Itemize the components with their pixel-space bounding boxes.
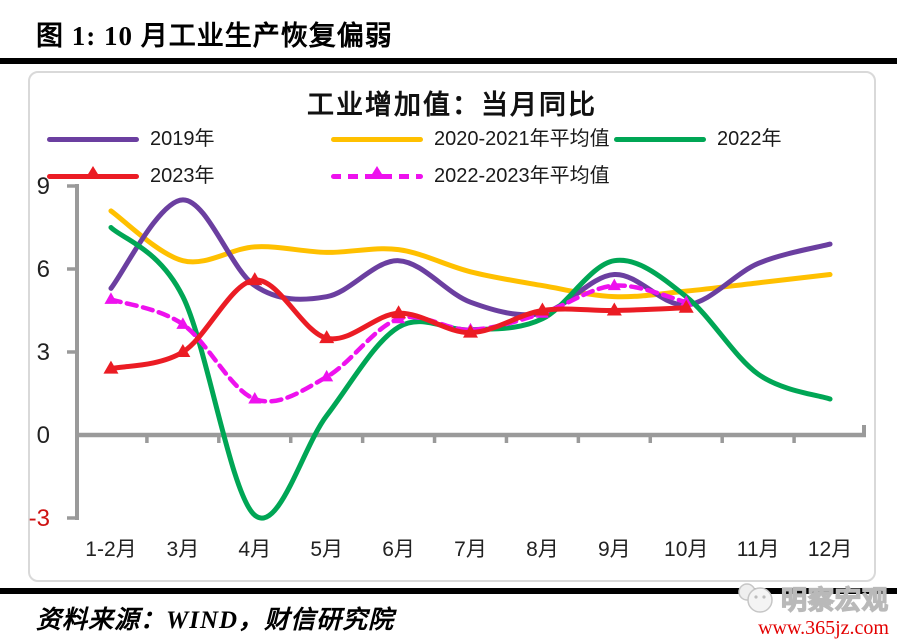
legend-label-2019: 2019年 <box>150 128 215 150</box>
watermark: 明察宏观 www.365jz.com <box>735 580 889 639</box>
watermark-brand: 明察宏观 <box>780 584 889 615</box>
chart-title: 工业增加值：当月同比 <box>307 90 597 120</box>
legend-item-2020-2021-avg: 2020-2021年平均值 <box>331 128 610 150</box>
page-title: 图 1: 10 月工业生产恢复偏弱 <box>36 21 393 51</box>
legend-line-2019-swatch <box>47 136 139 142</box>
legend-label-2023: 2023年 <box>150 165 215 187</box>
legend-line-2023-swatch <box>47 165 139 179</box>
legend-label-2022-2023-avg: 2022-2023年平均值 <box>434 165 610 187</box>
legend-label-2022: 2022年 <box>717 128 782 150</box>
legend-line-2022-2023-swatch <box>331 165 423 179</box>
source-text: 资料来源：WIND，财信研究院 <box>36 607 395 634</box>
bottom-divider-rule <box>0 588 897 594</box>
legend-triangle-icon <box>85 165 101 179</box>
legend-line-2022-swatch <box>614 136 706 142</box>
legend-item-2022-2023-avg: 2022-2023年平均值 <box>331 165 610 187</box>
legend-item-2022: 2022年 <box>614 128 782 150</box>
watermark-url: www.365jz.com <box>758 617 889 639</box>
legend-item-2019: 2019年 <box>47 128 215 150</box>
legend-item-2023: 2023年 <box>47 165 215 187</box>
legend-line-2020-2021-swatch <box>331 136 423 142</box>
watermark-logo-icon <box>738 582 773 613</box>
legend-triangle-icon <box>369 165 385 179</box>
legend-label-2020-2021-avg: 2020-2021年平均值 <box>434 128 610 150</box>
chart-frame: 工业增加值：当月同比 2019年 2020-2021年平均值 2022年 202… <box>28 71 876 582</box>
title-divider-rule <box>0 58 897 64</box>
